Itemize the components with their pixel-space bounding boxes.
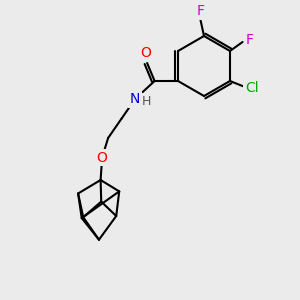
Text: F: F (245, 34, 253, 47)
Text: N: N (130, 92, 140, 106)
Text: Cl: Cl (245, 81, 259, 95)
Text: H: H (142, 95, 151, 108)
Text: O: O (140, 46, 151, 60)
Text: F: F (196, 4, 204, 18)
Text: O: O (97, 151, 108, 165)
